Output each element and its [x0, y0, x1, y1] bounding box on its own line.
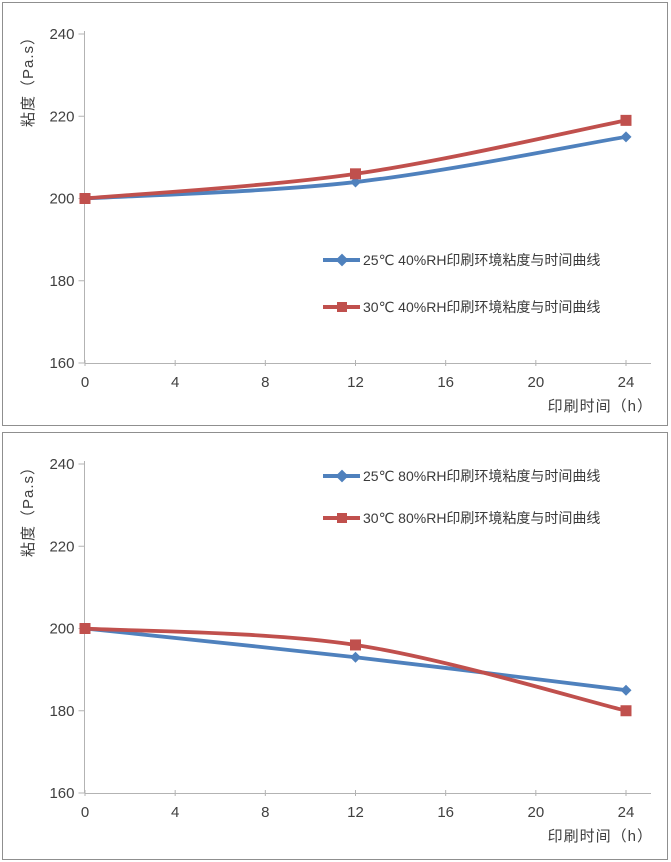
chart-panel-80rh: 160 180 200 220 240 0 4 8 12 16 20 24 粘度（Pa.s） 印刷时间…	[2, 432, 668, 860]
data-marker-square	[79, 623, 91, 634]
x-tick-label: 24	[618, 804, 635, 821]
legend-label: 25℃ 80%RH印刷环境粘度与时间曲线	[363, 468, 601, 484]
x-tick-label: 8	[261, 804, 269, 821]
x-tick-label: 16	[437, 804, 454, 821]
y-axis-title: 粘度（Pa.s）	[20, 458, 37, 557]
data-marker-square	[350, 639, 361, 651]
legend: 25℃ 80%RH印刷环境粘度与时间曲线 30℃ 80%RH印刷环境粘度与时间曲…	[323, 463, 600, 531]
diamond-marker-icon	[335, 469, 348, 483]
legend-label: 30℃ 80%RH印刷环境粘度与时间曲线	[363, 510, 601, 526]
x-tick-label: 0	[81, 804, 89, 821]
legend-marker-diamond	[323, 247, 360, 273]
data-marker-square	[620, 705, 632, 717]
data-marker-square	[350, 168, 361, 180]
x-tick-label: 20	[527, 374, 544, 391]
x-axis-title: 印刷时间（h）	[547, 398, 653, 415]
y-axis-title: 粘度（Pa.s）	[20, 28, 37, 127]
chart-panel-40rh: 160 180 200 220 240 0 4 8 12 16 20 24 粘度（Pa.s） 印刷时间…	[2, 2, 668, 426]
legend-marker-square	[323, 294, 360, 320]
x-tick-label: 8	[261, 374, 269, 391]
chart-canvas-80rh: 160 180 200 220 240 0 4 8 12 16 20 24	[49, 456, 651, 821]
x-tick-label: 20	[527, 804, 544, 821]
x-tick-label: 4	[171, 374, 179, 391]
y-tick-label: 160	[49, 785, 74, 802]
y-tick-label: 180	[49, 273, 74, 290]
x-tick-label: 12	[347, 374, 364, 391]
legend-row: 25℃ 40%RH印刷环境粘度与时间曲线	[323, 247, 600, 273]
y-tick-label: 220	[49, 538, 74, 555]
y-tick-label: 180	[49, 703, 74, 720]
x-tick-label: 24	[618, 374, 635, 391]
y-tick-label: 200	[49, 621, 74, 638]
y-tick-label: 160	[49, 355, 74, 372]
legend-row: 25℃ 80%RH印刷环境粘度与时间曲线	[323, 463, 600, 489]
legend-marker-square	[323, 505, 360, 531]
square-marker-icon	[336, 513, 347, 523]
legend-row: 30℃ 40%RH印刷环境粘度与时间曲线	[323, 294, 600, 320]
data-marker-square	[620, 114, 632, 126]
legend-label: 30℃ 40%RH印刷环境粘度与时间曲线	[363, 299, 601, 315]
y-tick-label: 220	[49, 108, 74, 125]
x-tick-label: 4	[171, 804, 179, 821]
data-marker-square	[79, 193, 91, 204]
x-axis-title: 印刷时间（h）	[547, 828, 653, 845]
series-line-0	[83, 134, 628, 201]
diamond-marker-icon	[335, 253, 348, 267]
x-tick-label: 0	[81, 374, 89, 391]
y-tick-label: 240	[49, 456, 74, 473]
x-tick-label: 16	[437, 374, 454, 391]
legend-row: 30℃ 80%RH印刷环境粘度与时间曲线	[323, 505, 600, 531]
data-marker-diamond	[350, 651, 361, 663]
data-marker-diamond	[620, 684, 632, 696]
legend-label: 25℃ 40%RH印刷环境粘度与时间曲线	[363, 252, 601, 268]
data-marker-diamond	[620, 131, 632, 143]
legend: 25℃ 40%RH印刷环境粘度与时间曲线 30℃ 40%RH印刷环境粘度与时间曲…	[323, 247, 600, 320]
square-marker-icon	[336, 302, 347, 312]
y-tick-label: 200	[49, 191, 74, 208]
y-tick-label: 240	[49, 26, 74, 43]
x-tick-label: 12	[347, 804, 364, 821]
chart-canvas-40rh: 160 180 200 220 240 0 4 8 12 16 20 24	[49, 26, 651, 391]
legend-marker-diamond	[323, 463, 360, 489]
